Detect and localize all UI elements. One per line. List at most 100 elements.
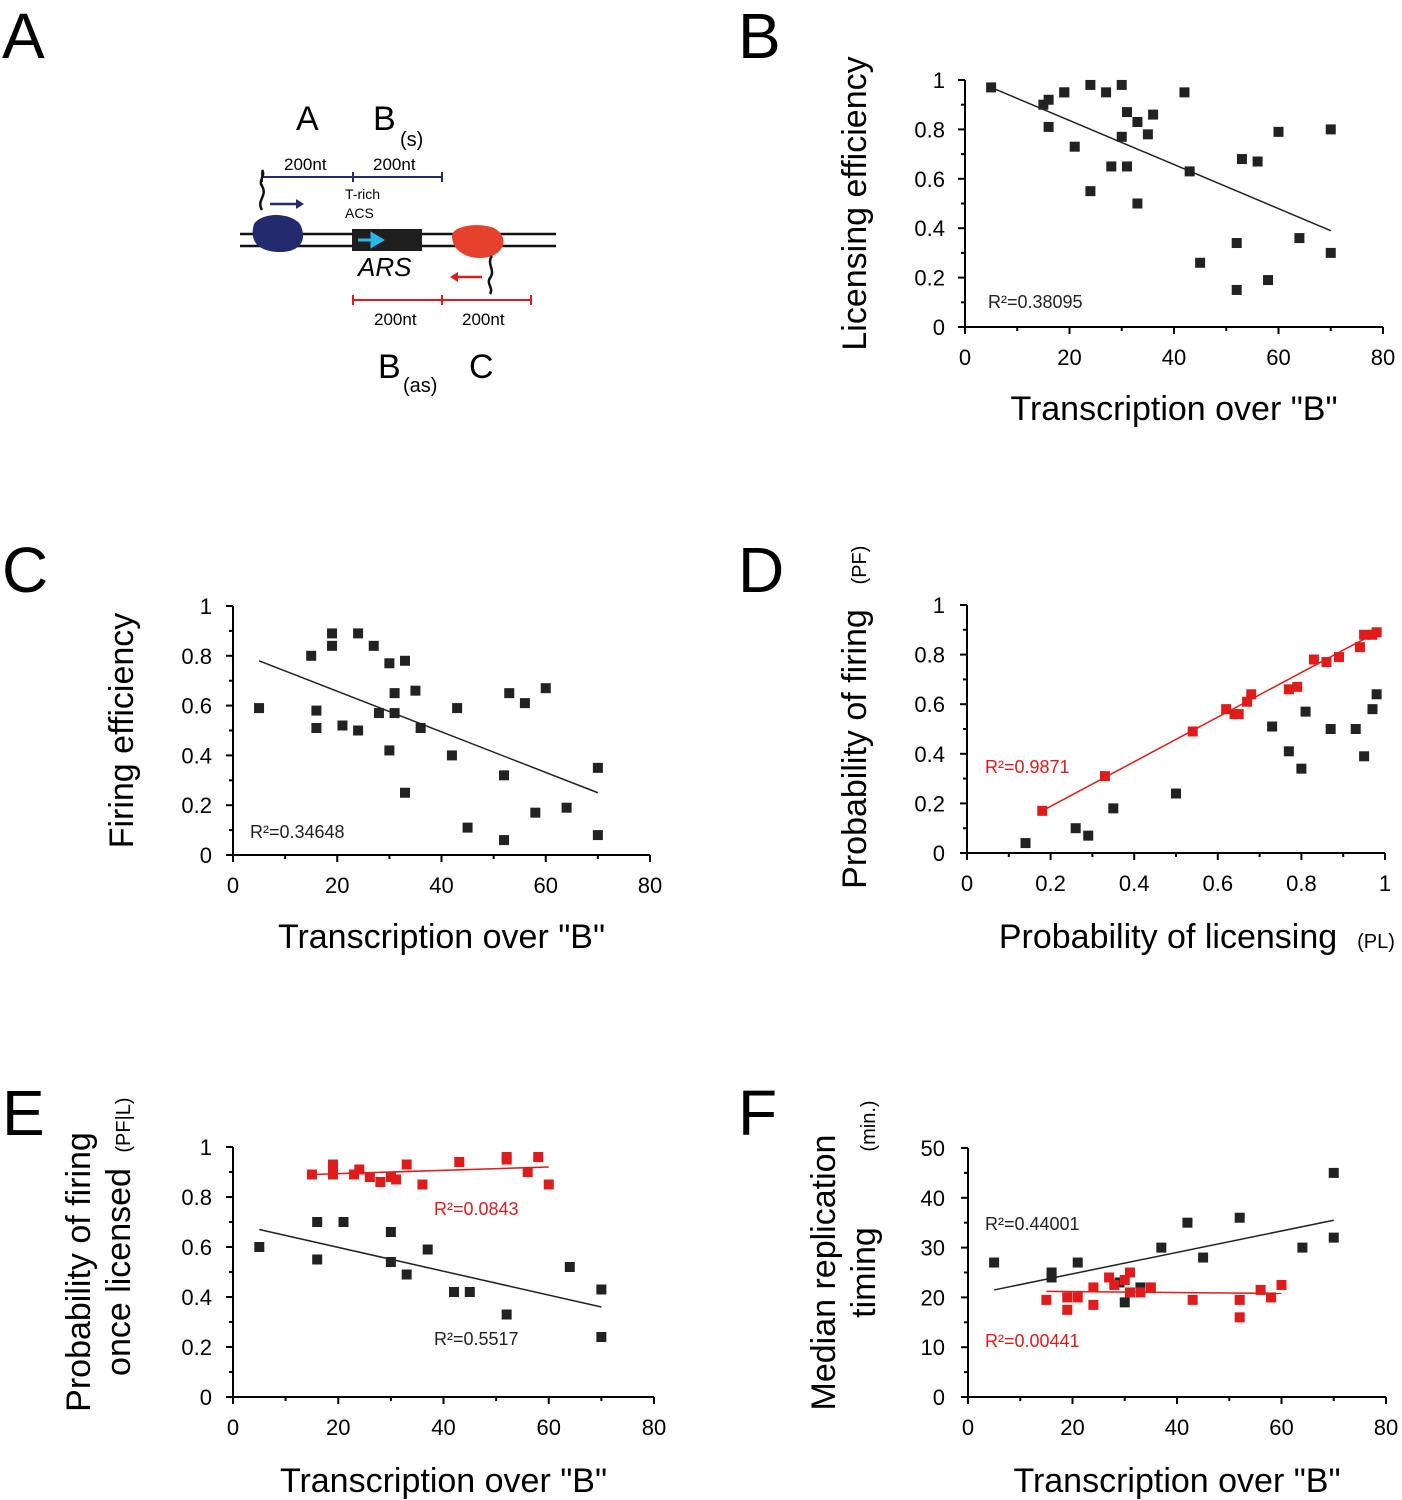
chart-b-all-point — [1325, 124, 1336, 135]
chart-f-y-tick-label: 50 — [921, 1136, 945, 1161]
chart-e-black-point — [564, 1262, 575, 1272]
chart-f-red-point — [1124, 1267, 1135, 1278]
right-direction-arrow-icon — [450, 272, 458, 282]
right-transcript-icon — [487, 255, 494, 295]
chart-d-red-point — [1221, 704, 1232, 715]
chart-b-all-point — [1294, 233, 1305, 244]
chart-f-red-point — [1234, 1312, 1245, 1323]
chart-c-all-point — [400, 787, 411, 798]
panel-letter-b: B — [738, 0, 781, 72]
diagram-label-b-sub: (s) — [400, 129, 423, 151]
chart-b-x-tick-label: 60 — [1266, 345, 1290, 370]
chart-e-y-tick-label: 0 — [200, 1385, 212, 1410]
chart-e-y-tick-label: 0.6 — [181, 1235, 212, 1260]
chart-f: 0 20 40 60 80 0 10 20 30 40 50 Transcription over "… — [805, 1100, 1398, 1500]
chart-e-y-label-line: Probability of firing — [60, 1132, 98, 1412]
chart-e-y-tick-label: 0.4 — [181, 1285, 212, 1310]
chart-f-red-point — [1104, 1272, 1115, 1283]
chart-d-red-point — [1037, 805, 1048, 816]
chart-c-y-tick-label: 1 — [200, 594, 212, 619]
chart-f-x-tick-label: 80 — [1374, 1415, 1398, 1440]
chart-d-red-point — [1292, 681, 1303, 692]
chart-f-x-tick-label: 40 — [1165, 1415, 1189, 1440]
chart-b-x-tick-label: 40 — [1162, 345, 1186, 370]
chart-f-y-label-line: Median replication — [805, 1135, 843, 1411]
chart-c-x-tick-label: 0 — [227, 873, 239, 898]
chart-c-all-point — [306, 650, 317, 661]
chart-b-y-tick-label: 0.6 — [914, 167, 945, 192]
chart-e-red-point — [364, 1172, 375, 1182]
chart-f-y-tick-label: 30 — [921, 1236, 945, 1261]
chart-d-red-point — [1359, 629, 1370, 640]
chart-f-black-point — [1198, 1252, 1209, 1263]
chart-b-y-tick-label: 1 — [933, 68, 945, 93]
chart-c-all-point — [373, 708, 384, 719]
left-transcript-icon — [259, 169, 265, 211]
chart-d-red-point — [1099, 771, 1110, 782]
chart-c-y-tick-label: 0.8 — [181, 644, 212, 669]
chart-b-all-point — [1263, 275, 1274, 286]
chart-b-all-trendline — [990, 86, 1332, 232]
chart-b-all-point — [1195, 257, 1206, 268]
ars-block — [352, 229, 422, 251]
chart-f-y-tick-label: 0 — [933, 1385, 945, 1410]
chart-b-all-point — [1121, 161, 1132, 172]
chart-e-red-point — [306, 1169, 317, 1180]
chart-b-all-point — [1132, 116, 1143, 127]
chart-f-black-point — [1072, 1257, 1083, 1268]
chart-d-red-point — [1371, 627, 1382, 638]
chart-d-red-point — [1334, 652, 1345, 663]
chart-c-all-point — [389, 708, 400, 719]
chart-d-y-tick-label: 0.6 — [914, 692, 945, 717]
chart-d-x-tick-label: 0.6 — [1203, 871, 1234, 896]
chart-e-red-trendline — [311, 1166, 549, 1176]
chart-f-red-point — [1119, 1274, 1130, 1285]
chart-b-all-point — [1121, 107, 1132, 118]
chart-f-red-point — [1124, 1287, 1135, 1298]
chart-d-y-tick-label: 0 — [933, 841, 945, 866]
diagram-label-c: C — [469, 348, 494, 386]
chart-d-red-point — [1187, 726, 1198, 737]
chart-c-x-tick-label: 40 — [429, 873, 453, 898]
chart-b-all-point — [1038, 99, 1049, 110]
chart-f-y-label-sub: (min.) — [858, 1100, 880, 1151]
chart-c-all-point — [389, 688, 400, 699]
chart-e-x-label: Transcription over "B" — [280, 1462, 607, 1500]
chart-c-all-point — [452, 703, 463, 714]
chart-e-y-tick-label: 0.8 — [181, 1185, 212, 1210]
chart-b-all-point — [1043, 94, 1054, 105]
chart-d-black-point — [1171, 788, 1181, 799]
chart-e-red-point — [385, 1172, 396, 1182]
chart-d-black-point — [1325, 724, 1336, 734]
acs-arrow-icon — [358, 231, 385, 249]
chart-b-all-point — [1069, 141, 1080, 152]
chart-c-all-point — [446, 750, 457, 761]
chart-f-y-tick-label: 20 — [921, 1285, 945, 1310]
chart-b-all-point — [1059, 87, 1070, 98]
chart-b-all-point — [1179, 87, 1190, 98]
chart-d-x-label-sub: (PL) — [1357, 931, 1395, 953]
chart-e-red-r2-label: R²=0.0843 — [434, 1199, 519, 1219]
chart-e: 0 20 40 60 80 0 0.2 0.4 0.6 0.8 1 Transcription ove… — [60, 1097, 666, 1500]
right-polymerase-icon — [452, 225, 504, 258]
chart-f-black-point — [1328, 1232, 1339, 1243]
chart-f-black-point — [1114, 1277, 1125, 1288]
chart-f-red-r2-label: R²=0.00441 — [985, 1331, 1080, 1351]
chart-d-black-point — [1020, 838, 1031, 849]
chart-c-all-point — [327, 628, 338, 639]
chart-b-x-tick-label: 20 — [1057, 345, 1081, 370]
chart-f-red-point — [1135, 1287, 1146, 1298]
chart-b-y-tick-label: 0.8 — [914, 117, 945, 142]
chart-c-all-point — [499, 835, 510, 846]
chart-f-y-tick-label: 40 — [921, 1186, 945, 1211]
chart-e-black-point — [338, 1217, 349, 1227]
chart-f-black-point — [989, 1257, 1000, 1268]
chart-c-all-point — [311, 705, 322, 716]
left-direction-arrow-icon — [296, 199, 304, 209]
chart-e-y-label-line: once licensed — [100, 1168, 138, 1376]
chart-f-red-point — [1088, 1299, 1099, 1310]
chart-c-all-r2-label: R²=0.34648 — [250, 822, 345, 842]
chart-e-black-point — [254, 1242, 265, 1252]
chart-c-all-trendline — [258, 660, 599, 794]
diagram-label-a: A — [296, 100, 319, 138]
